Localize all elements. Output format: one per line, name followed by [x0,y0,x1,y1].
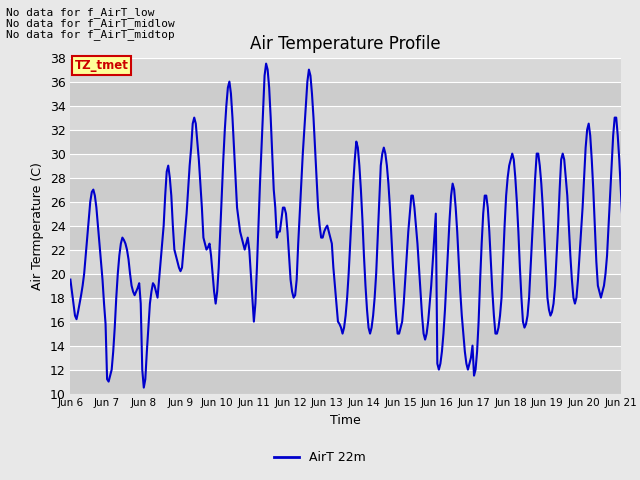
Bar [70,370,621,394]
Bar [70,106,621,130]
Bar [70,346,621,370]
Bar [70,322,621,346]
Bar [70,178,621,202]
Title: Air Temperature Profile: Air Temperature Profile [250,35,441,53]
Legend: AirT 22m: AirT 22m [269,446,371,469]
Bar [70,130,621,154]
Text: No data for f_AirT_midtop: No data for f_AirT_midtop [6,29,175,40]
Bar [70,82,621,106]
Text: No data for f_AirT_midlow: No data for f_AirT_midlow [6,18,175,29]
Bar [70,154,621,178]
Bar [70,274,621,298]
Bar [70,250,621,274]
Text: TZ_tmet: TZ_tmet [75,59,129,72]
Bar [70,58,621,82]
Y-axis label: Air Termperature (C): Air Termperature (C) [31,162,44,289]
Bar [70,298,621,322]
X-axis label: Time: Time [330,414,361,427]
Bar [70,226,621,250]
Text: No data for f_AirT_low: No data for f_AirT_low [6,7,155,18]
Bar [70,202,621,226]
